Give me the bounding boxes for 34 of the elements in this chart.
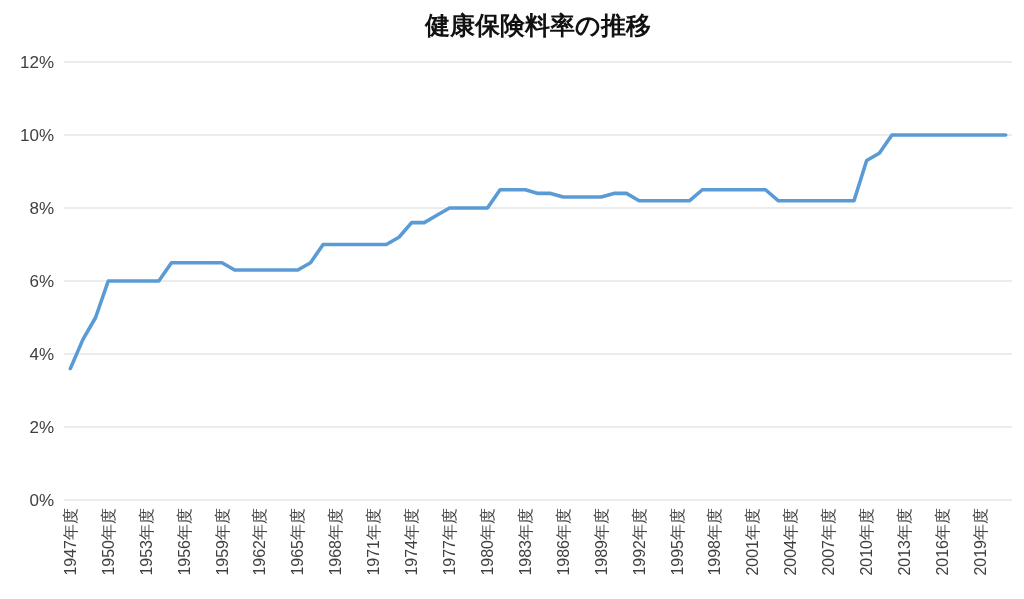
y-tick-label: 10% [19,125,54,145]
y-tick-label: 4% [29,344,54,364]
x-tick-label: 2013年度 [896,508,914,576]
x-tick-label: 1968年度 [327,508,345,576]
x-tick-label: 1962年度 [251,508,269,576]
x-tick-label: 1983年度 [516,508,534,576]
x-tick-label: 1989年度 [592,508,610,576]
x-tick-label: 1995年度 [668,508,686,576]
x-tick-label: 1986年度 [554,508,572,576]
x-tick-label: 1971年度 [365,508,383,576]
x-tick-label: 2016年度 [933,508,951,576]
x-tick-label: 2010年度 [858,508,876,576]
y-tick-label: 0% [29,490,54,510]
y-tick-label: 12% [19,52,54,72]
y-tick-label: 6% [29,271,54,291]
x-tick-label: 1950年度 [99,508,117,576]
x-tick-label: 1980年度 [478,508,496,576]
x-tick-label: 1977年度 [441,508,459,576]
x-tick-label: 1953年度 [137,508,155,576]
x-tick-label: 2004年度 [782,508,800,576]
x-tick-label: 1998年度 [706,508,724,576]
x-tick-label: 2019年度 [971,508,989,576]
chart-title: 健康保険料率の推移 [424,11,651,39]
x-tick-label: 2001年度 [744,508,762,576]
x-tick-label: 1956年度 [175,508,193,576]
x-tick-label: 1974年度 [403,508,421,576]
x-tick-label: 1992年度 [630,508,648,576]
y-tick-label: 2% [29,417,54,437]
x-tick-label: 1959年度 [213,508,231,576]
x-tick-label: 1965年度 [289,508,307,576]
y-tick-label: 8% [29,198,54,218]
x-tick-label: 1947年度 [61,508,79,576]
x-tick-label: 2007年度 [820,508,838,576]
line-series [68,133,1008,371]
